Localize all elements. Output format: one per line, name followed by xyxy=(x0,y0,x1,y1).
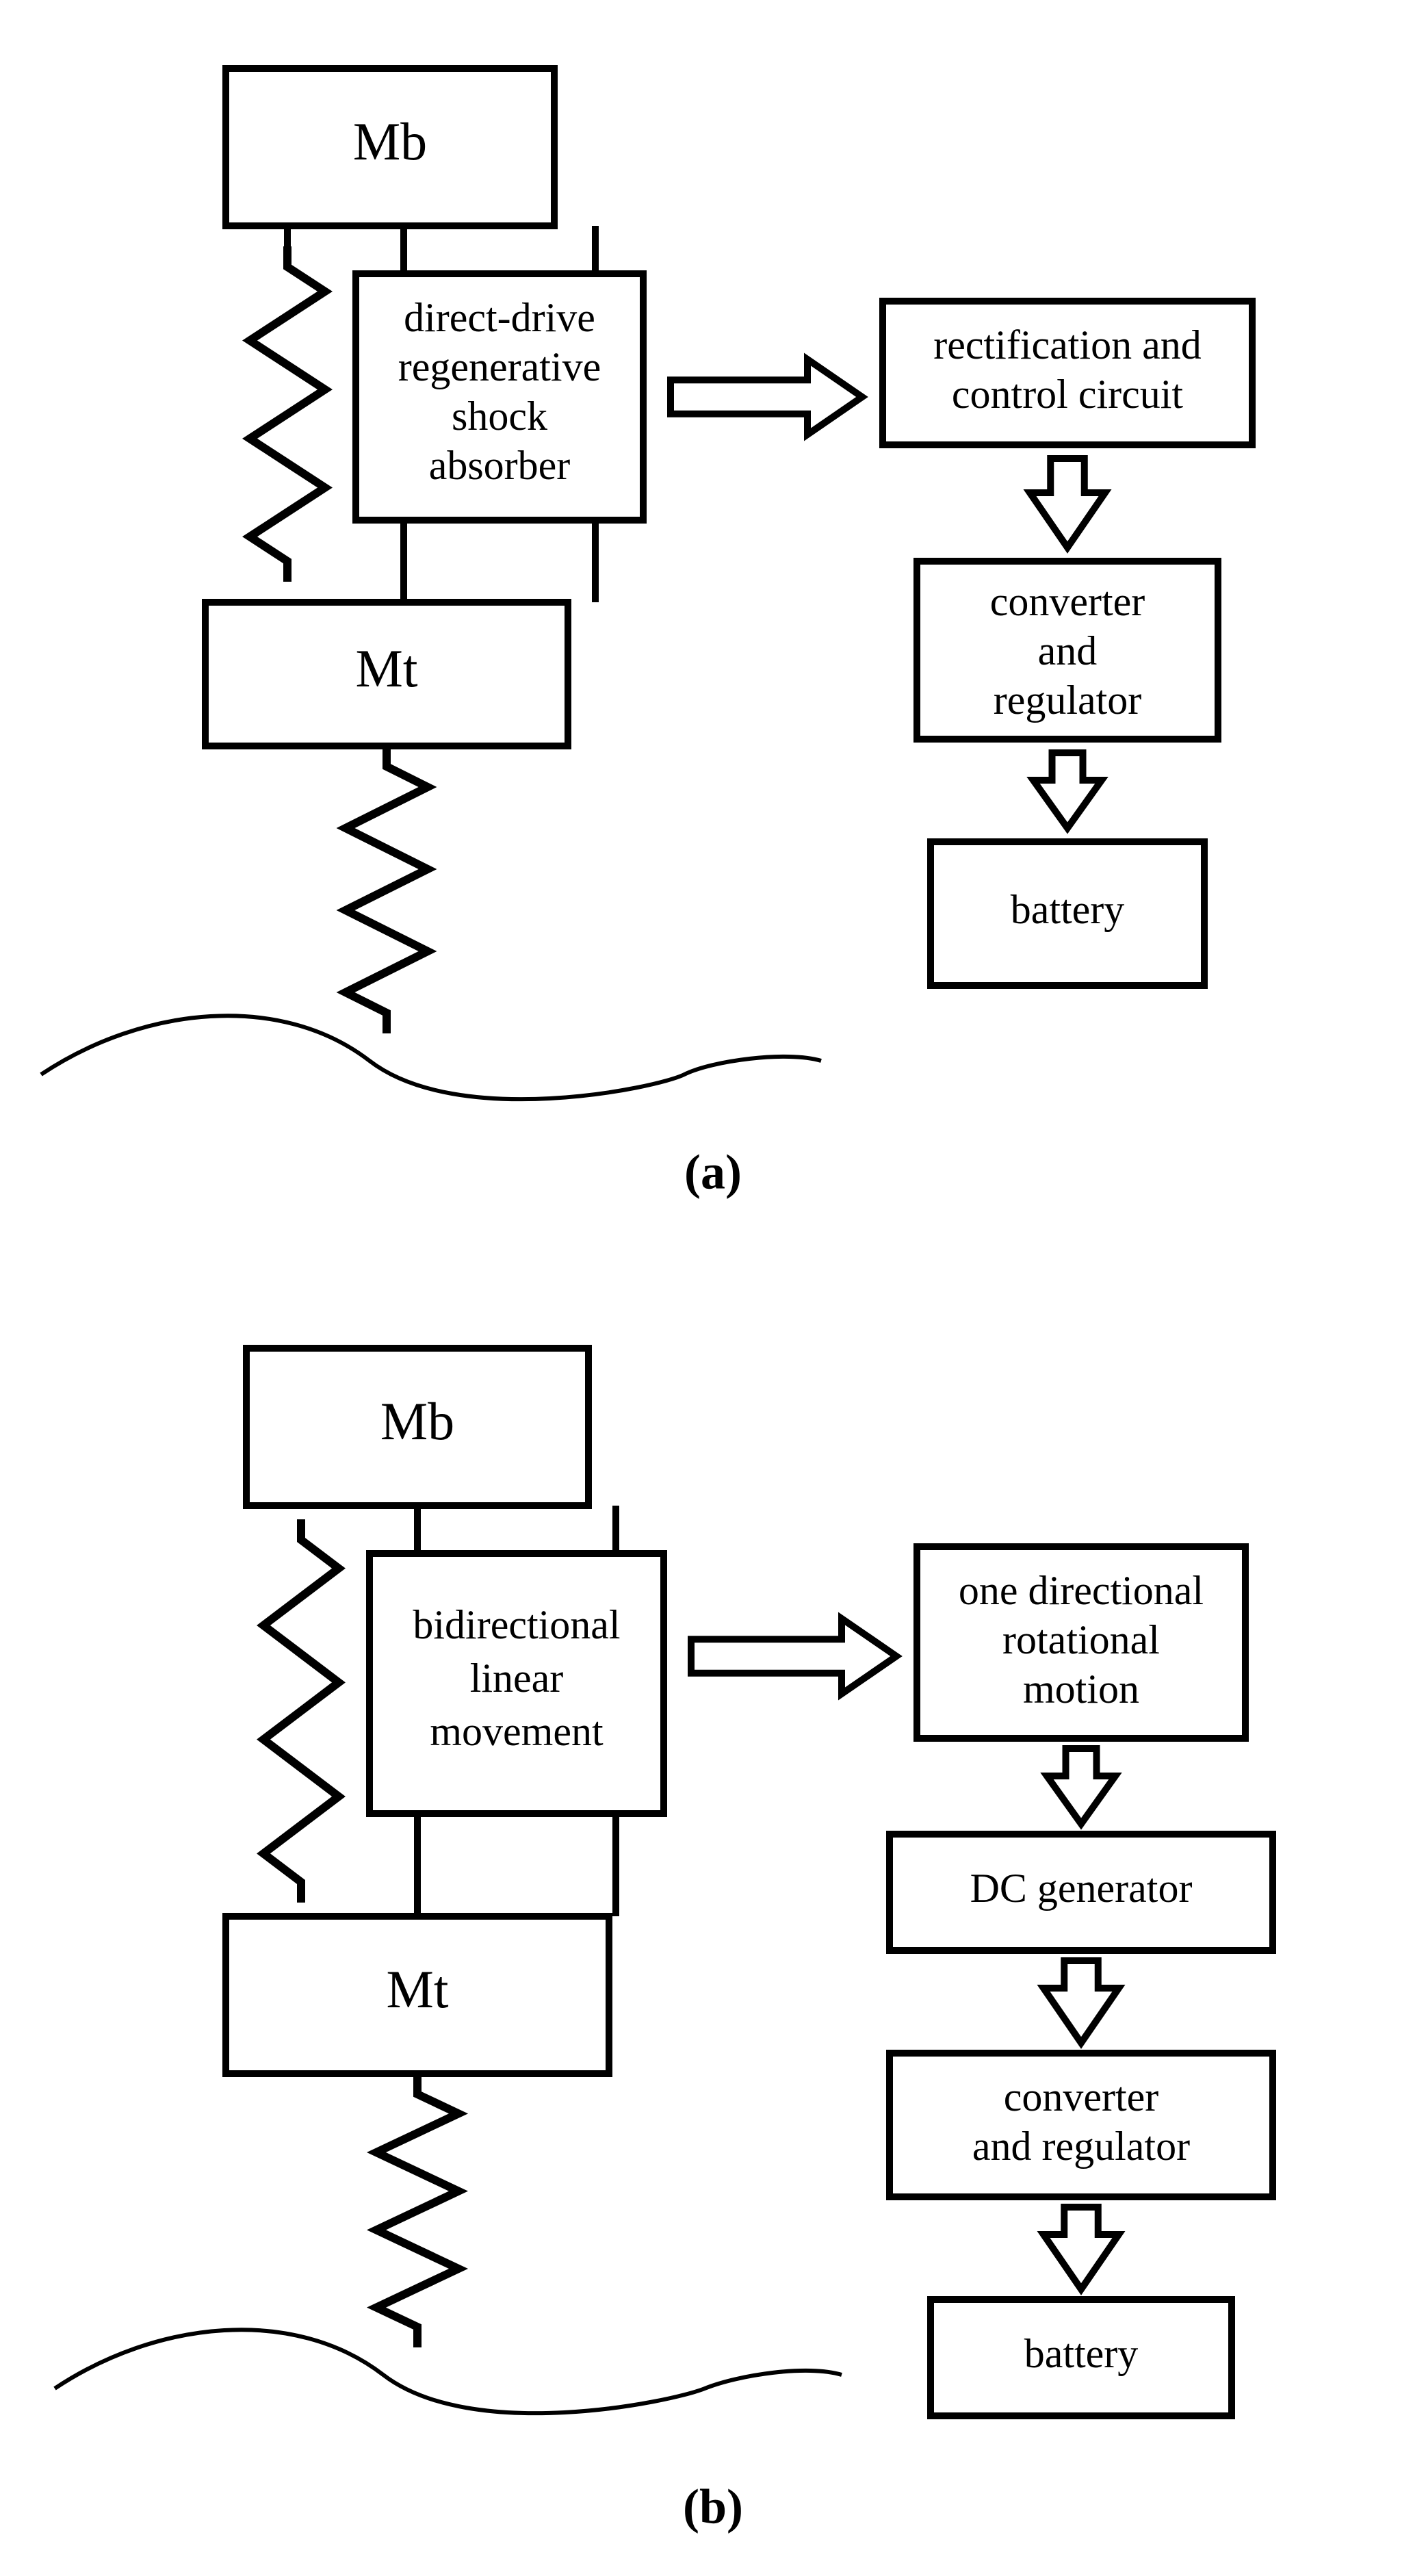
spring-lower-b xyxy=(376,2074,458,2347)
svg-text:shock: shock xyxy=(452,394,547,439)
spring-lower-a xyxy=(346,746,428,1033)
svg-text:rotational: rotational xyxy=(1002,1617,1160,1662)
svg-text:one directional: one directional xyxy=(959,1568,1204,1613)
arrow-right-b xyxy=(691,1619,896,1694)
svg-text:absorber: absorber xyxy=(429,443,571,488)
arrow-down-a1 xyxy=(1030,459,1105,548)
mb-label-b: Mb xyxy=(380,1391,454,1451)
ground-b xyxy=(55,2330,842,2413)
svg-text:and: and xyxy=(1038,628,1098,673)
mt-label: Mt xyxy=(355,639,417,698)
caption-b: (b) xyxy=(683,2480,743,2534)
ground-a xyxy=(41,1016,821,1099)
svg-text:movement: movement xyxy=(430,1709,604,1754)
svg-text:and regulator: and regulator xyxy=(972,2124,1190,2169)
arrow-down-b2 xyxy=(1043,1961,1119,2043)
caption-a: (a) xyxy=(684,1145,742,1200)
spring-upper-a xyxy=(250,246,325,582)
svg-text:linear: linear xyxy=(470,1656,564,1701)
mt-label-b: Mt xyxy=(386,1959,448,2019)
arrow-right-a xyxy=(671,359,862,435)
svg-text:converter: converter xyxy=(1004,2074,1159,2120)
svg-text:direct-drive: direct-drive xyxy=(404,295,595,340)
mb-label: Mb xyxy=(353,112,427,171)
spring-upper-b xyxy=(263,1519,339,1903)
svg-text:bidirectional: bidirectional xyxy=(413,1602,620,1647)
arrow-down-b3 xyxy=(1043,2207,1119,2289)
svg-text:converter: converter xyxy=(990,579,1145,624)
arrow-down-b1 xyxy=(1047,1749,1115,1824)
battery-label-a: battery xyxy=(1011,887,1125,932)
battery-label-b: battery xyxy=(1024,2331,1139,2376)
svg-text:regenerative: regenerative xyxy=(398,344,601,389)
dcgen-label: DC generator xyxy=(970,1866,1193,1911)
svg-text:regulator: regulator xyxy=(994,678,1142,723)
svg-text:control circuit: control circuit xyxy=(952,372,1184,417)
svg-text:motion: motion xyxy=(1023,1666,1139,1712)
svg-text:rectification and: rectification and xyxy=(933,322,1201,368)
arrow-down-a2 xyxy=(1033,753,1102,828)
